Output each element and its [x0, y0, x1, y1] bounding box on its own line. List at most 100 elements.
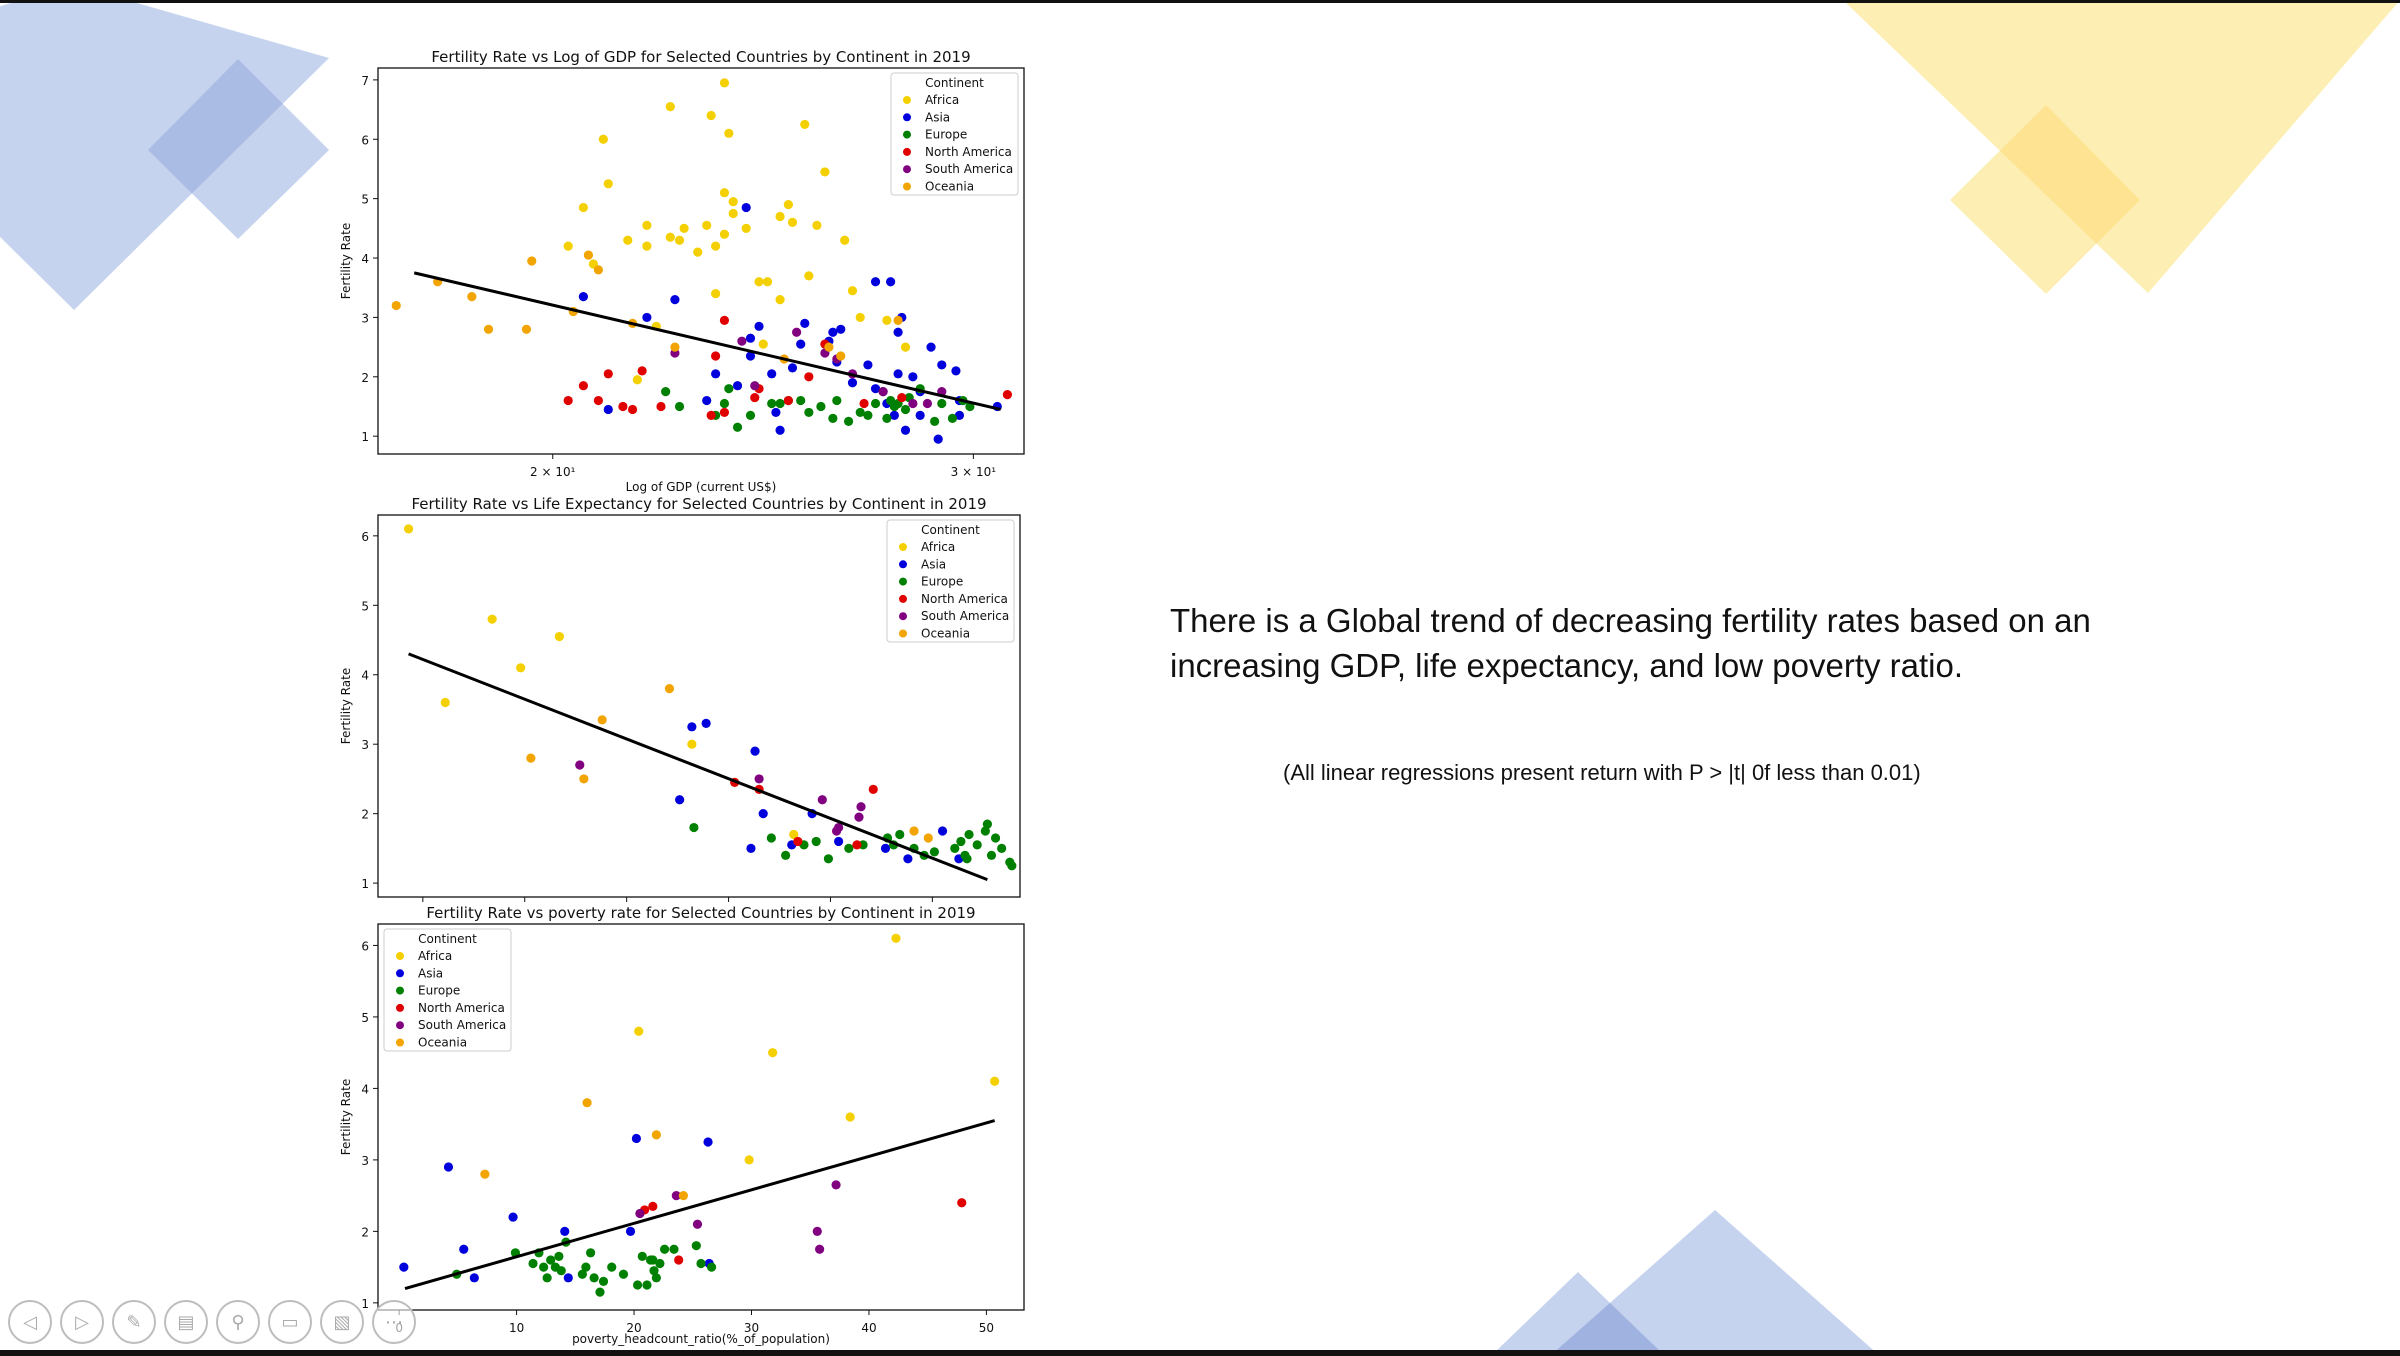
point-europe — [947, 413, 958, 423]
point-asia — [937, 826, 948, 836]
point-africa — [775, 211, 785, 222]
pen-icon[interactable]: ✎ — [112, 1300, 156, 1344]
point-asia — [771, 407, 781, 418]
legend-entry: Asia — [925, 110, 950, 124]
point-europe — [937, 398, 947, 409]
point-oceania — [583, 250, 594, 260]
legend-marker — [899, 560, 907, 569]
point-africa — [642, 220, 652, 230]
point-asia — [745, 333, 756, 343]
point-europe — [855, 407, 865, 418]
legend-box — [886, 519, 1015, 643]
point-oceania — [391, 300, 401, 311]
y-tick-label: 1 — [361, 877, 369, 891]
point-asia — [787, 363, 798, 373]
y-tick-label: 3 — [361, 738, 369, 752]
deco-yellow-triangle-right — [1843, 0, 2400, 293]
point-asia — [836, 324, 846, 334]
deco-blue-diamond-small — [148, 59, 329, 239]
y-tick-label: 5 — [361, 599, 369, 613]
legend-marker — [903, 96, 911, 104]
point-north-america — [719, 315, 730, 325]
point-europe — [581, 1262, 591, 1272]
previous-icon[interactable]: ◁ — [8, 1300, 52, 1344]
subtitles-icon[interactable]: ▭ — [268, 1300, 312, 1344]
point-europe — [843, 416, 854, 426]
point-north-america — [804, 372, 814, 382]
point-europe — [696, 1258, 706, 1269]
point-africa — [702, 220, 712, 230]
point-europe — [796, 395, 806, 406]
point-south-america — [750, 381, 760, 391]
point-europe — [585, 1248, 596, 1258]
legend-entry: Africa — [418, 949, 452, 963]
point-north-america — [593, 395, 603, 406]
point-south-america — [922, 398, 933, 409]
point-europe — [950, 843, 960, 853]
point-africa — [719, 229, 730, 239]
point-asia — [563, 1273, 573, 1283]
point-asia — [926, 342, 936, 352]
y-tick-label: 4 — [361, 252, 369, 266]
point-asia — [937, 360, 947, 370]
point-asia — [889, 410, 899, 420]
zoom-icon[interactable]: ⚲ — [216, 1300, 260, 1344]
point-europe — [732, 422, 743, 432]
point-asia — [603, 404, 613, 415]
deco-blue-mountain-back — [1550, 1210, 1880, 1356]
point-oceania — [824, 342, 834, 352]
slides-icon[interactable]: ▤ — [164, 1300, 208, 1344]
next-icon[interactable]: ▷ — [60, 1300, 104, 1344]
more-icon[interactable]: ⋯ — [372, 1300, 416, 1344]
point-europe — [546, 1255, 556, 1265]
point-south-america — [754, 774, 764, 784]
point-asia — [954, 410, 965, 420]
legend-entry: Africa — [921, 540, 955, 554]
legend-marker — [396, 969, 404, 978]
point-africa — [804, 271, 814, 281]
point-europe — [766, 833, 776, 843]
legend-entry: South America — [418, 1018, 506, 1032]
point-asia — [880, 843, 891, 853]
y-tick-label: 6 — [361, 530, 369, 544]
point-europe — [972, 840, 982, 850]
point-asia — [702, 395, 712, 406]
point-africa — [900, 342, 911, 352]
point-asia — [399, 1262, 409, 1272]
point-asia — [951, 366, 961, 376]
point-north-america — [674, 1255, 684, 1265]
legend-marker — [899, 629, 907, 638]
point-oceania — [521, 324, 532, 334]
point-south-america — [812, 1226, 822, 1236]
y-tick-label: 7 — [361, 74, 369, 88]
point-south-america — [692, 1219, 703, 1229]
point-north-america — [852, 840, 862, 850]
point-europe — [990, 833, 1001, 843]
point-oceania — [670, 342, 680, 352]
point-africa — [990, 1076, 1000, 1086]
point-asia — [870, 277, 881, 287]
point-europe — [556, 1266, 566, 1276]
hide-icon[interactable]: ▧ — [320, 1300, 364, 1344]
point-africa — [687, 739, 697, 749]
point-oceania — [664, 684, 675, 694]
legend-entry: South America — [925, 162, 1013, 176]
x-tick-label: 50 — [979, 1321, 994, 1335]
regression-line — [413, 271, 1002, 411]
legend-marker — [396, 1038, 404, 1047]
point-europe — [691, 1241, 701, 1251]
point-south-america — [908, 398, 918, 409]
point-europe — [607, 1262, 617, 1272]
point-africa — [840, 235, 850, 245]
legend: Continent Africa Asia Europe North America So… — [890, 72, 1019, 196]
point-asia — [886, 277, 896, 287]
point-north-america — [618, 401, 628, 412]
point-south-america — [575, 760, 585, 770]
legend-title: Continent — [925, 76, 984, 90]
point-oceania — [582, 1098, 592, 1108]
chart-1: Fertility Rate vs Log of GDP for Selecte… — [339, 48, 1025, 494]
point-asia — [775, 425, 785, 435]
point-asia — [933, 434, 943, 444]
point-asia — [800, 318, 810, 328]
